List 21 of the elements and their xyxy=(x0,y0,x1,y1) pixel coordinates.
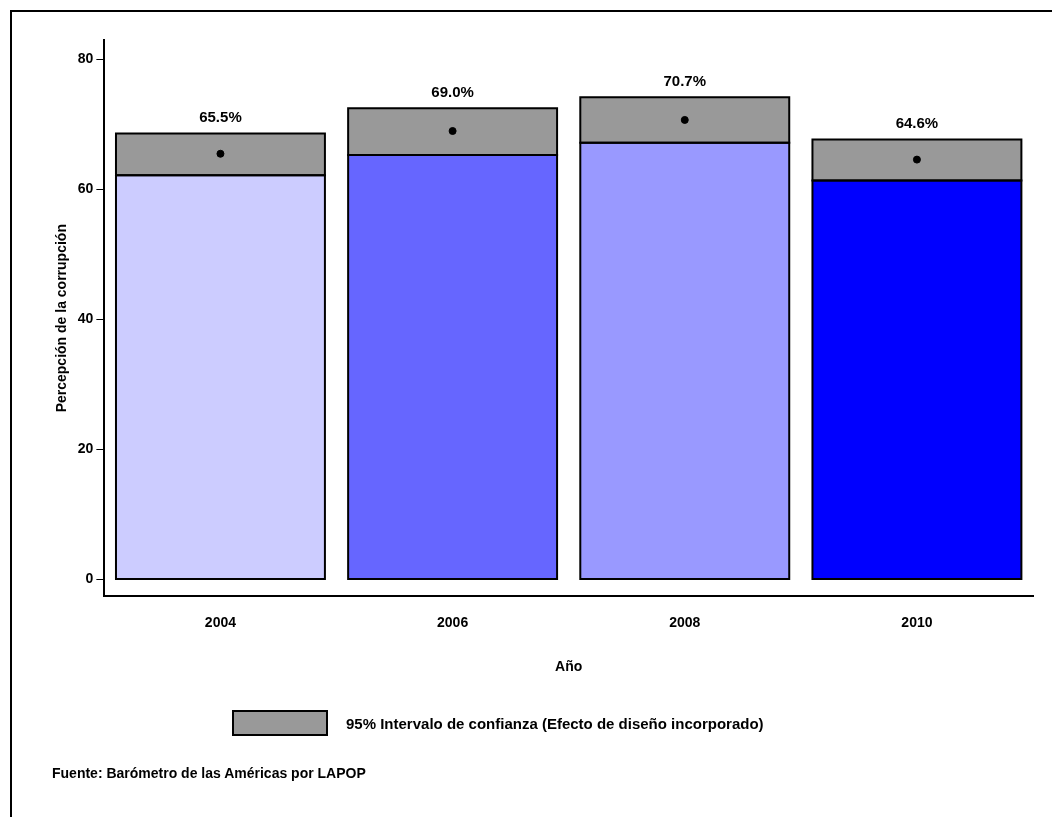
x-tick-label: 2010 xyxy=(901,613,933,630)
y-axis-title: Percepción de la corrupción xyxy=(53,224,70,413)
x-tick-label: 2004 xyxy=(204,613,237,630)
source-note: Fuente: Barómetro de las Américas por LAPOP xyxy=(52,765,366,781)
point xyxy=(448,127,457,135)
data-label: 69.0% xyxy=(431,82,474,100)
data-label: 70.7% xyxy=(663,71,707,89)
point xyxy=(216,149,225,158)
point xyxy=(912,155,921,164)
data-label: 64.6% xyxy=(895,114,939,132)
point xyxy=(680,115,689,124)
y-tick-label: 0 xyxy=(85,570,94,587)
x-axis-title: Año xyxy=(555,658,583,675)
y-tick-label: 80 xyxy=(77,50,94,67)
y-tick-label: 60 xyxy=(77,180,94,197)
y-tick-label: 20 xyxy=(77,440,94,457)
text: 95% Intervalo de confianza (Efecto de diseño incorporado) xyxy=(346,714,764,732)
data-label: 65.5% xyxy=(199,108,242,126)
y-tick-label: 40 xyxy=(77,310,94,327)
x-tick-label: 2008 xyxy=(669,613,701,630)
x-tick-label: 2006 xyxy=(437,613,469,630)
